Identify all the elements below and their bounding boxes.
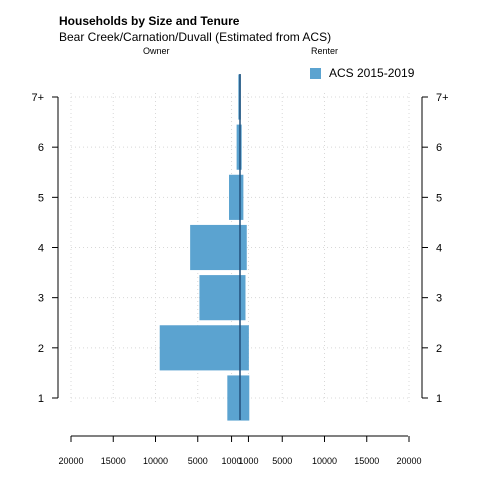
left-y-tick-label: 5 bbox=[38, 192, 44, 204]
x-tick-label: 5000 bbox=[188, 456, 208, 466]
x-tick-label: 1000 bbox=[238, 456, 258, 466]
x-tick-label: 10000 bbox=[312, 456, 337, 466]
owner-bar-2 bbox=[159, 325, 240, 371]
left-y-tick-label: 2 bbox=[38, 343, 44, 355]
x-tick-label: 5000 bbox=[272, 456, 292, 466]
legend-swatch bbox=[310, 67, 321, 79]
owner-side-label: Owner bbox=[143, 46, 170, 56]
right-y-tick-label: 6 bbox=[436, 142, 442, 154]
owner-bar-4 bbox=[190, 224, 240, 271]
x-tick-label: 15000 bbox=[101, 456, 126, 466]
renter-bar-1 bbox=[240, 375, 250, 421]
right-y-tick-label: 5 bbox=[436, 192, 442, 204]
owner-bar-6 bbox=[236, 124, 240, 170]
owner-bar-3 bbox=[199, 275, 240, 321]
renter-bar-6 bbox=[240, 124, 242, 170]
left-y-tick-label: 3 bbox=[38, 293, 44, 305]
x-tick-label: 20000 bbox=[396, 456, 421, 466]
right-y-tick-label: 3 bbox=[436, 293, 442, 305]
left-y-tick-label: 1 bbox=[38, 393, 44, 405]
legend: ACS 2015-2019 bbox=[310, 66, 414, 80]
right-y-tick-label: 4 bbox=[436, 243, 442, 255]
legend-entry: ACS 2015-2019 bbox=[329, 66, 415, 80]
renter-bar-3 bbox=[240, 275, 246, 321]
renter-bar-5 bbox=[240, 174, 244, 220]
x-tick-label: 1000 bbox=[222, 456, 242, 466]
chart-subtitle: Bear Creek/Carnation/Duvall (Estimated f… bbox=[59, 30, 332, 44]
left-y-tick-label: 6 bbox=[38, 142, 44, 154]
left-y-tick-label: 4 bbox=[38, 243, 44, 255]
owner-bar-5 bbox=[229, 174, 240, 220]
right-y-tick-label: 2 bbox=[436, 343, 442, 355]
owner-bar-1 bbox=[227, 375, 240, 421]
renter-bar-2 bbox=[240, 325, 249, 371]
right-y-tick-label: 1 bbox=[436, 393, 442, 405]
left-y-tick-label: 7+ bbox=[31, 92, 44, 104]
right-y-tick-label: 7+ bbox=[436, 92, 449, 104]
x-tick-label: 10000 bbox=[143, 456, 168, 466]
x-tick-label: 20000 bbox=[58, 456, 83, 466]
owner-bar-7+ bbox=[238, 74, 240, 120]
renter-bar-4 bbox=[240, 224, 247, 271]
chart-title: Households by Size and Tenure bbox=[59, 14, 240, 28]
renter-side-label: Renter bbox=[311, 46, 339, 56]
x-tick-label: 15000 bbox=[354, 456, 379, 466]
